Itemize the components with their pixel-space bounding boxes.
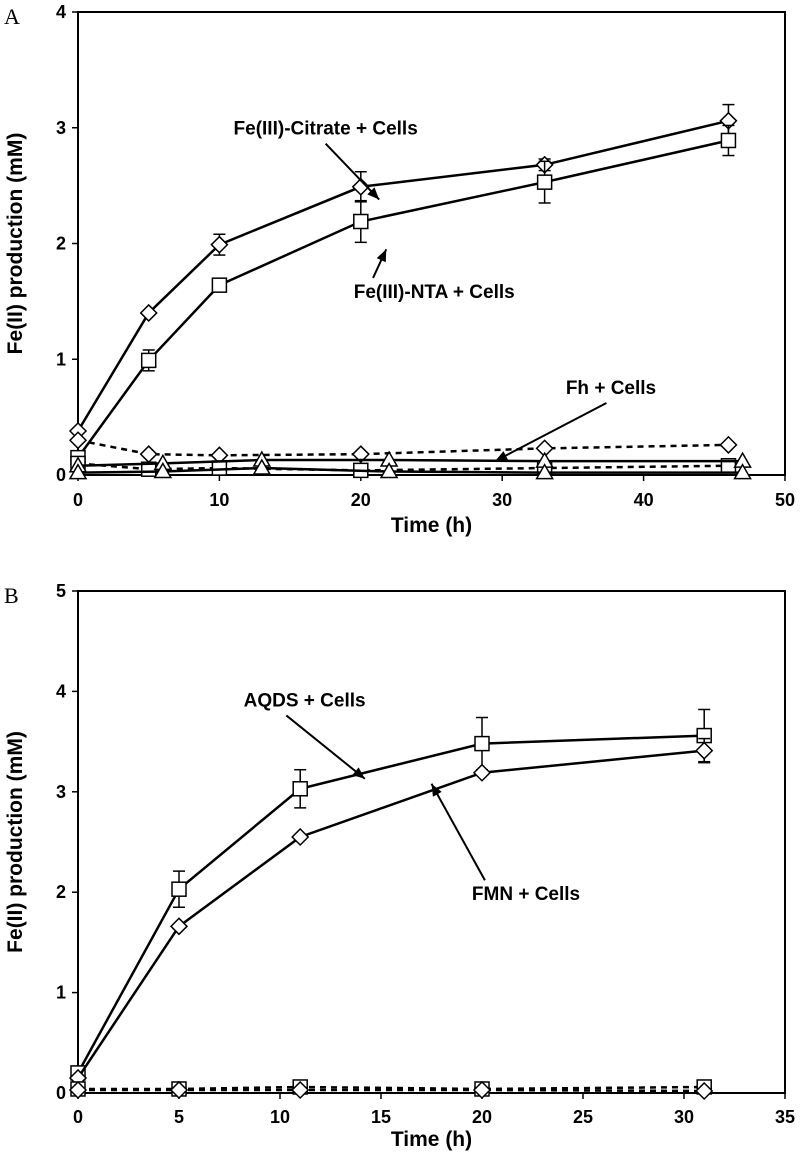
data-point	[695, 741, 714, 760]
x-tick-label: 5	[174, 1107, 184, 1127]
data-point	[474, 735, 490, 752]
data-point	[153, 462, 173, 479]
x-tick-label: 10	[209, 490, 229, 510]
x-tick-label: 15	[371, 1107, 391, 1127]
series-line	[77, 439, 729, 457]
y-axis-title: Fe(II) production (mM)	[4, 731, 27, 953]
x-tick-label: 20	[472, 1107, 492, 1127]
y-tick-label: 3	[56, 118, 66, 138]
plot-frame	[77, 11, 786, 476]
annotation-arrow	[430, 783, 486, 881]
series-line	[77, 466, 743, 474]
annotation-arrowhead	[495, 451, 509, 462]
x-tick-label: 30	[674, 1107, 694, 1127]
x-tick-label: 10	[270, 1107, 290, 1127]
annotation-label: FMN + Cells	[472, 884, 580, 905]
annotation-label: Fe(III)-NTA + Cells	[354, 282, 515, 303]
series-line	[76, 734, 705, 1074]
y-tick-label: 4	[56, 2, 66, 22]
series-line	[76, 119, 729, 432]
series-4	[68, 1080, 714, 1101]
x-axis-title: Time (h)	[391, 1128, 472, 1151]
y-tick-label: 1	[56, 983, 66, 1003]
x-tick-label: 40	[634, 490, 654, 510]
y-tick-label: 1	[56, 349, 66, 369]
series-6	[68, 458, 752, 480]
data-point	[210, 235, 229, 254]
annotation-arrow	[285, 714, 366, 780]
data-point	[695, 1081, 714, 1101]
y-tick-label: 0	[56, 465, 66, 485]
annotation-arrowhead	[352, 767, 365, 779]
series-1	[70, 708, 712, 1081]
annotation-label: AQDS + Cells	[244, 690, 366, 711]
x-tick-label: 20	[351, 490, 371, 510]
data-point	[535, 463, 554, 480]
y-tick-label: 3	[56, 782, 66, 802]
series-line	[76, 749, 705, 1079]
data-point	[171, 881, 187, 897]
data-point	[68, 1080, 88, 1100]
annotation-arrow	[324, 143, 380, 201]
annotation-arrowhead	[367, 187, 380, 200]
data-point	[351, 445, 370, 464]
data-point	[169, 1080, 189, 1100]
panel-label: B	[4, 583, 19, 608]
series-line	[76, 139, 729, 459]
annotation-arrowhead	[376, 249, 387, 263]
series-line	[77, 462, 729, 472]
data-point	[68, 431, 88, 450]
series-3	[68, 431, 738, 465]
data-point	[720, 132, 737, 149]
x-axis-title: Time (h)	[391, 514, 472, 537]
x-tick-label: 0	[73, 490, 83, 510]
x-tick-label: 0	[73, 1107, 83, 1127]
data-point	[211, 277, 228, 293]
panel-label: A	[4, 4, 20, 29]
y-tick-label: 5	[56, 581, 66, 601]
data-point	[472, 1080, 492, 1100]
y-tick-label: 4	[56, 681, 66, 701]
data-point	[292, 781, 308, 797]
data-point	[733, 463, 752, 480]
data-point	[68, 463, 88, 480]
data-point	[472, 763, 492, 782]
data-point	[252, 458, 272, 475]
data-point	[140, 352, 157, 369]
data-point	[291, 827, 310, 847]
data-point	[719, 435, 738, 454]
data-point	[379, 462, 399, 479]
data-point	[169, 917, 189, 936]
series-line	[77, 458, 743, 467]
x-tick-label: 25	[573, 1107, 593, 1127]
data-point	[353, 213, 369, 230]
data-point	[536, 174, 553, 190]
annotation-arrowhead	[431, 783, 442, 797]
y-axis-title: Fe(II) production (mM)	[4, 133, 27, 355]
y-tick-label: 2	[56, 234, 66, 254]
series-2	[68, 737, 714, 1088]
data-point	[139, 445, 158, 464]
data-point	[139, 303, 158, 323]
annotation-label: Fh + Cells	[566, 378, 656, 399]
series-2	[70, 124, 737, 466]
x-tick-label: 50	[775, 490, 795, 510]
plot-frame	[77, 590, 786, 1094]
x-tick-label: 35	[775, 1107, 795, 1127]
data-point	[351, 177, 370, 196]
annotation-arrow	[494, 402, 607, 462]
y-tick-label: 0	[56, 1083, 66, 1103]
chart-panel-b: B 0 1 2 3 4 5 0 5 10 15 20 25 30 35 Time (h) Fe(II) prod…	[4, 581, 795, 1151]
y-tick-label: 2	[56, 882, 66, 902]
annotation-label: Fe(III)-Citrate + Cells	[234, 119, 418, 140]
data-point	[291, 1080, 310, 1100]
x-tick-label: 30	[492, 490, 512, 510]
data-point	[211, 460, 228, 476]
